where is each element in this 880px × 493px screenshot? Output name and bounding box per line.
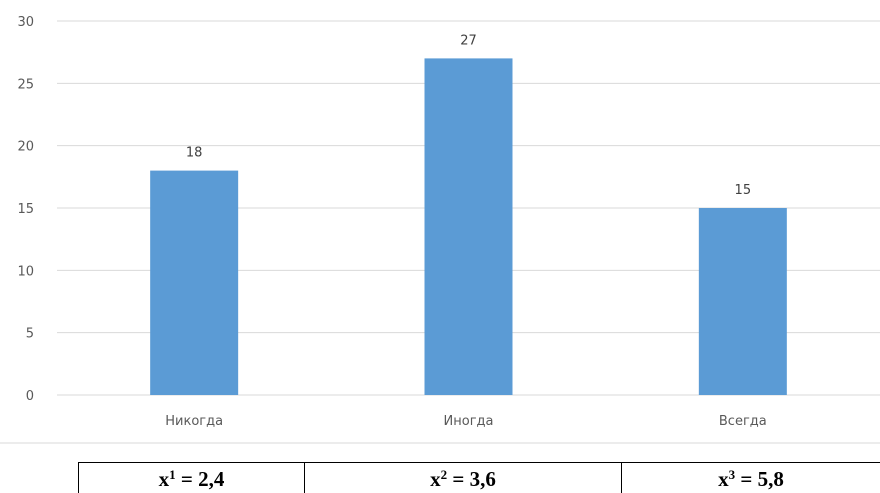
formula-subscript: 1	[169, 467, 176, 482]
category-label: Всегда	[719, 414, 767, 429]
formula-subscript: 2	[440, 467, 448, 482]
formula-value: = 2,4	[175, 467, 225, 491]
formula-value: = 5,8	[735, 467, 784, 491]
formula-subscript: 3	[728, 467, 736, 482]
data-label: 15	[735, 183, 752, 198]
bar	[698, 208, 787, 395]
category-label: Иногда	[444, 414, 494, 429]
y-tick-label: 25	[17, 77, 34, 92]
formula-value: = 3,6	[447, 467, 496, 491]
category-label: Никогда	[165, 414, 223, 429]
y-tick-label: 30	[17, 15, 34, 30]
bar	[424, 58, 513, 396]
data-label: 18	[186, 146, 203, 161]
formula-var: x	[158, 467, 170, 491]
bar	[150, 170, 239, 395]
y-tick-label: 10	[17, 264, 34, 279]
y-tick-label: 5	[26, 327, 34, 342]
data-label: 27	[460, 33, 477, 48]
y-tick-label: 15	[17, 202, 34, 217]
y-tick-label: 0	[26, 389, 34, 404]
y-tick-label: 20	[17, 140, 34, 155]
bar-chart: 0 5 10 15 20 25 30 18 Никогда 27 Иногда 15 Всегда	[0, 15, 880, 444]
formula-var: x	[430, 467, 441, 491]
formula-var: x	[718, 467, 729, 491]
